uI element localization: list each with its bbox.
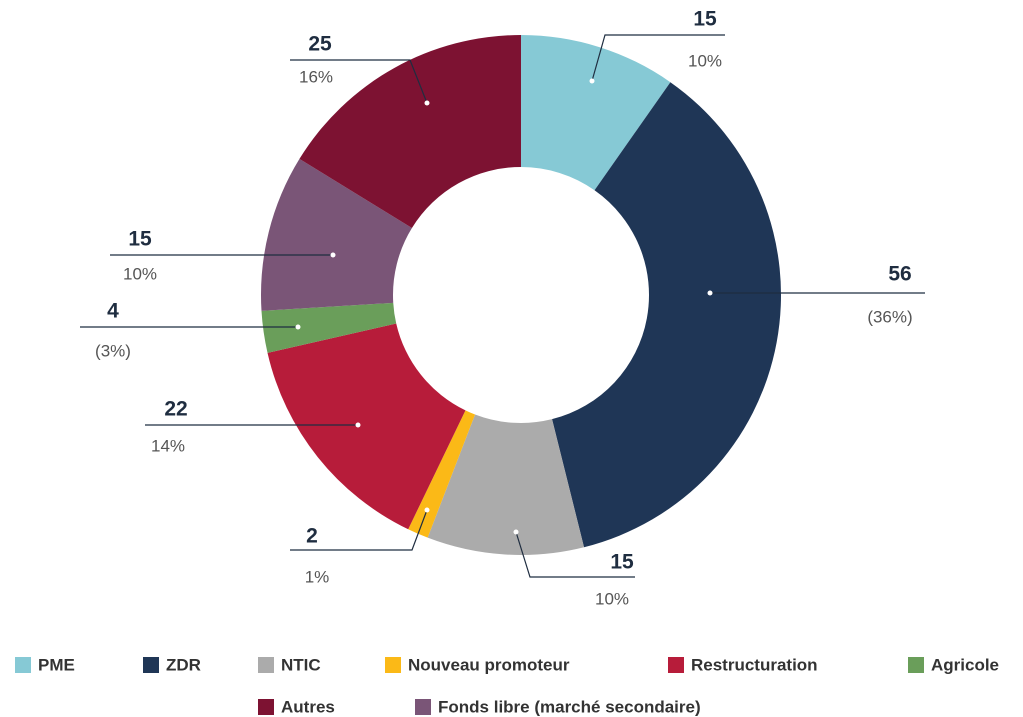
legend-label: PME	[38, 655, 75, 674]
leader-dot	[589, 78, 595, 84]
legend-label: ZDR	[166, 655, 201, 674]
percent-label: 14%	[151, 436, 185, 455]
legend-swatch	[908, 657, 924, 673]
leader-line	[290, 509, 428, 551]
legend-label: Autres	[281, 697, 335, 716]
percent-label: 1%	[305, 567, 330, 586]
legend-swatch	[15, 657, 31, 673]
legend-swatch	[385, 657, 401, 673]
leader-dot	[707, 290, 713, 296]
leader-line	[515, 531, 635, 578]
slice	[408, 410, 476, 538]
leader-dot	[513, 529, 519, 535]
slice	[521, 35, 671, 191]
slice	[267, 323, 466, 530]
slice	[261, 302, 397, 353]
legend-label: Nouveau promoteur	[408, 655, 570, 674]
leader-line	[290, 59, 428, 104]
value-label: 25	[308, 33, 332, 56]
legend-label: Fonds libre (marché secondaire)	[438, 697, 701, 716]
value-label: 56	[888, 263, 911, 286]
legend-swatch	[258, 657, 274, 673]
value-label: 15	[128, 228, 152, 251]
legend-swatch	[668, 657, 684, 673]
percent-label: 10%	[123, 264, 157, 283]
percent-label: 10%	[688, 51, 722, 70]
value-label: 15	[693, 8, 717, 31]
legend-swatch	[415, 699, 431, 715]
leader-dot	[424, 507, 430, 513]
legend-swatch	[258, 699, 274, 715]
value-label: 2	[306, 525, 318, 548]
leader-dot	[355, 422, 361, 428]
leader-dot	[330, 252, 336, 258]
slice	[552, 82, 781, 548]
legend-label: Restructuration	[691, 655, 818, 674]
slice	[299, 35, 521, 229]
legend-label: NTIC	[281, 655, 321, 674]
value-label: 15	[610, 551, 634, 574]
legend-swatch	[143, 657, 159, 673]
percent-label: (3%)	[95, 341, 131, 360]
slice	[261, 158, 412, 311]
slice	[427, 414, 585, 555]
leader-line	[591, 34, 725, 82]
percent-label: 16%	[299, 67, 333, 86]
percent-label: (36%)	[867, 307, 912, 326]
value-label: 22	[164, 398, 187, 421]
percent-label: 10%	[595, 589, 629, 608]
value-label: 4	[107, 300, 119, 323]
leader-dot	[295, 324, 301, 330]
legend-label: Agricole	[931, 655, 999, 674]
leader-dot	[424, 100, 430, 106]
